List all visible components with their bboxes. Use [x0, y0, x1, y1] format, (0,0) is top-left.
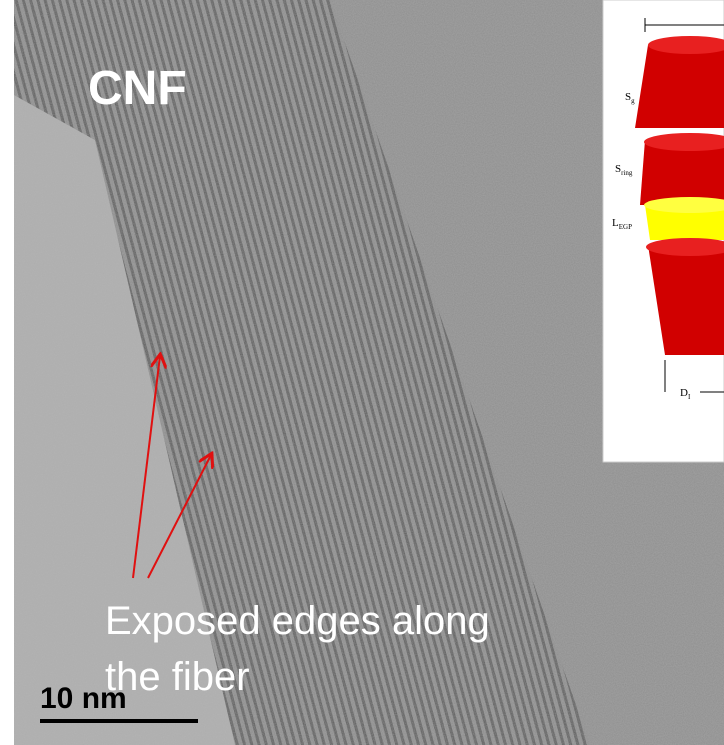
inset: Sg Sring LEGP DI: [603, 0, 724, 462]
micrograph-figure: CNF Exposed edges along the fiber 10 nm …: [0, 0, 724, 745]
image-label: CNF: [88, 62, 187, 115]
scale-bar: [40, 719, 198, 723]
annotation: Exposed edges along: [105, 599, 490, 643]
scale-bar-label: 10 nm: [40, 682, 127, 715]
